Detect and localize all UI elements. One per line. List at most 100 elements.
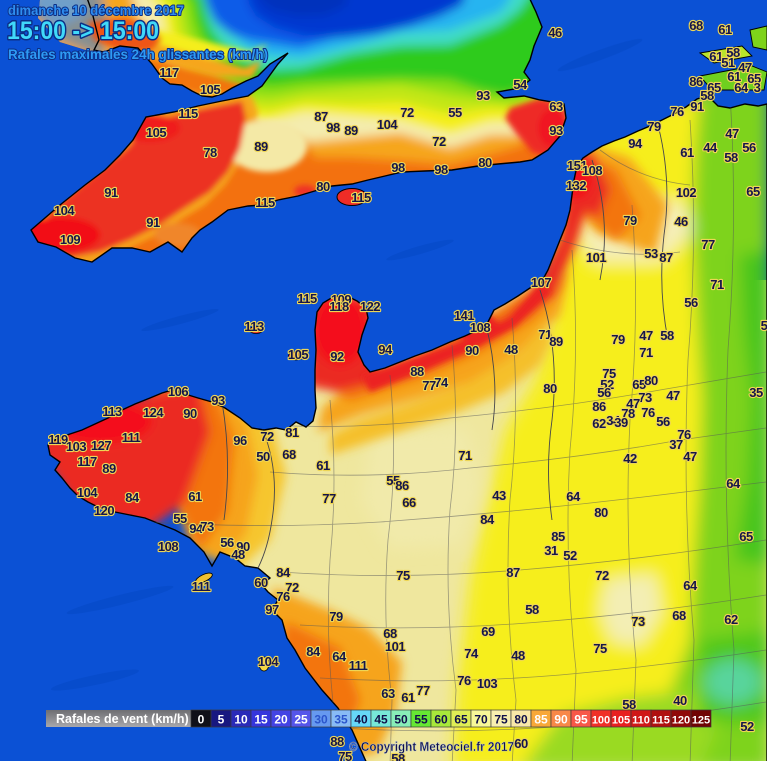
svg-text:80: 80 bbox=[316, 179, 330, 194]
svg-text:86: 86 bbox=[592, 399, 606, 414]
svg-text:90: 90 bbox=[554, 713, 568, 727]
svg-text:60: 60 bbox=[254, 575, 268, 590]
svg-text:68: 68 bbox=[672, 608, 686, 623]
svg-text:64: 64 bbox=[566, 489, 581, 504]
svg-text:3: 3 bbox=[754, 80, 761, 95]
svg-text:62: 62 bbox=[724, 612, 738, 627]
svg-text:65: 65 bbox=[747, 71, 761, 86]
svg-text:105: 105 bbox=[146, 125, 166, 140]
svg-text:98: 98 bbox=[391, 160, 405, 175]
svg-text:73: 73 bbox=[638, 390, 652, 405]
svg-text:60: 60 bbox=[434, 713, 448, 727]
svg-text:104: 104 bbox=[77, 485, 98, 500]
svg-text:91: 91 bbox=[146, 215, 160, 230]
svg-text:90: 90 bbox=[465, 343, 479, 358]
svg-text:92: 92 bbox=[330, 349, 344, 364]
svg-text:54: 54 bbox=[513, 77, 528, 92]
svg-text:77: 77 bbox=[322, 491, 336, 506]
svg-text:94: 94 bbox=[378, 342, 393, 357]
svg-text:63: 63 bbox=[549, 99, 563, 114]
svg-text:35: 35 bbox=[334, 713, 348, 727]
svg-text:88: 88 bbox=[410, 364, 424, 379]
svg-text:93: 93 bbox=[211, 393, 225, 408]
svg-text:111: 111 bbox=[192, 579, 211, 594]
svg-text:39: 39 bbox=[614, 415, 628, 430]
svg-text:78: 78 bbox=[203, 145, 217, 160]
svg-text:109: 109 bbox=[331, 292, 351, 307]
svg-text:84: 84 bbox=[125, 490, 140, 505]
svg-text:79: 79 bbox=[611, 332, 625, 347]
svg-text:dimanche 10 décembre 2017: dimanche 10 décembre 2017 bbox=[8, 2, 184, 18]
svg-text:60: 60 bbox=[514, 736, 528, 751]
svg-text:102: 102 bbox=[676, 185, 696, 200]
svg-text:141: 141 bbox=[454, 308, 474, 323]
svg-text:76: 76 bbox=[276, 589, 290, 604]
svg-text:58: 58 bbox=[391, 751, 405, 761]
svg-text:104: 104 bbox=[258, 654, 279, 669]
svg-text:95: 95 bbox=[574, 713, 588, 727]
svg-text:77: 77 bbox=[422, 378, 436, 393]
svg-text:58: 58 bbox=[660, 328, 674, 343]
svg-text:64: 64 bbox=[726, 476, 741, 491]
svg-text:61: 61 bbox=[680, 145, 694, 160]
svg-text:52: 52 bbox=[563, 548, 577, 563]
svg-text:47: 47 bbox=[639, 328, 653, 343]
svg-text:76: 76 bbox=[457, 673, 471, 688]
svg-text:80: 80 bbox=[543, 381, 557, 396]
svg-text:111: 111 bbox=[349, 658, 368, 673]
svg-text:80: 80 bbox=[478, 155, 492, 170]
svg-text:108: 108 bbox=[582, 163, 602, 178]
svg-text:103: 103 bbox=[66, 439, 86, 454]
svg-text:89: 89 bbox=[549, 334, 563, 349]
svg-text:108: 108 bbox=[470, 320, 490, 335]
svg-text:0: 0 bbox=[198, 713, 205, 727]
svg-text:80: 80 bbox=[644, 373, 658, 388]
svg-text:88: 88 bbox=[330, 734, 344, 749]
svg-text:100: 100 bbox=[592, 715, 610, 727]
svg-text:66: 66 bbox=[402, 495, 416, 510]
svg-text:61: 61 bbox=[401, 690, 415, 705]
svg-text:48: 48 bbox=[504, 342, 518, 357]
svg-text:120: 120 bbox=[94, 503, 114, 518]
svg-text:94: 94 bbox=[628, 136, 643, 151]
svg-text:25: 25 bbox=[294, 713, 308, 727]
svg-text:77: 77 bbox=[701, 237, 715, 252]
svg-text:86: 86 bbox=[689, 74, 703, 89]
svg-text:40: 40 bbox=[673, 693, 687, 708]
svg-text:91: 91 bbox=[104, 185, 118, 200]
svg-text:Rafales maximales 24h glissant: Rafales maximales 24h glissantes (km/h) bbox=[8, 46, 268, 62]
svg-text:115: 115 bbox=[178, 106, 198, 121]
svg-text:48: 48 bbox=[511, 648, 525, 663]
svg-text:119: 119 bbox=[48, 432, 68, 447]
svg-text:58: 58 bbox=[700, 88, 714, 103]
svg-text:76: 76 bbox=[641, 405, 655, 420]
svg-text:85: 85 bbox=[551, 529, 565, 544]
svg-text:55: 55 bbox=[173, 511, 187, 526]
svg-text:65: 65 bbox=[632, 377, 646, 392]
svg-text:122: 122 bbox=[360, 299, 380, 314]
svg-text:75: 75 bbox=[494, 713, 508, 727]
svg-text:53: 53 bbox=[644, 246, 658, 261]
svg-text:105: 105 bbox=[288, 347, 308, 362]
svg-text:84: 84 bbox=[276, 565, 291, 580]
svg-text:47: 47 bbox=[683, 449, 697, 464]
svg-text:68: 68 bbox=[689, 18, 703, 33]
svg-text:111: 111 bbox=[122, 430, 141, 445]
svg-text:56: 56 bbox=[597, 385, 611, 400]
svg-text:90: 90 bbox=[236, 539, 250, 554]
svg-text:52: 52 bbox=[740, 719, 754, 734]
svg-text:77: 77 bbox=[416, 683, 430, 698]
svg-text:113: 113 bbox=[244, 319, 264, 334]
svg-text:110: 110 bbox=[632, 715, 650, 727]
svg-text:75: 75 bbox=[338, 749, 352, 761]
svg-text:115: 115 bbox=[297, 291, 317, 306]
svg-text:56: 56 bbox=[684, 295, 698, 310]
svg-text:86: 86 bbox=[395, 478, 409, 493]
svg-text:5: 5 bbox=[761, 318, 767, 333]
svg-text:73: 73 bbox=[631, 614, 645, 629]
svg-text:93: 93 bbox=[549, 123, 563, 138]
svg-text:65: 65 bbox=[746, 184, 760, 199]
svg-text:103: 103 bbox=[477, 676, 497, 691]
svg-text:108: 108 bbox=[158, 539, 178, 554]
svg-text:113: 113 bbox=[102, 404, 122, 419]
